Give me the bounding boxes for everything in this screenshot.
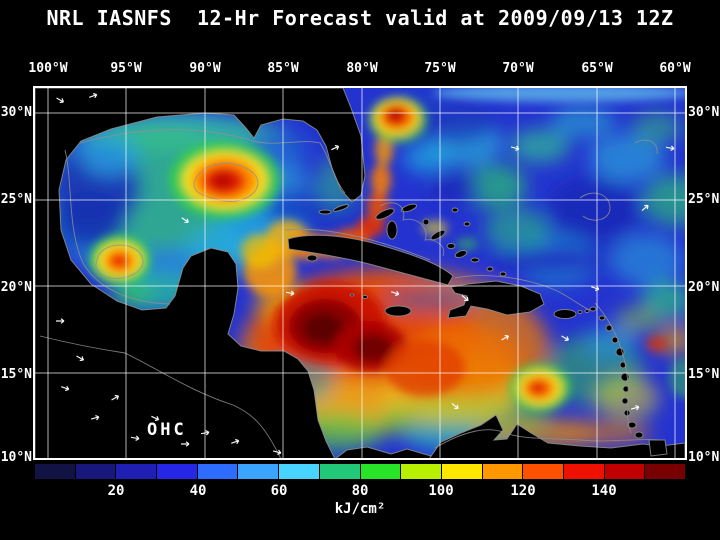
land-cuba	[287, 234, 454, 286]
land-florida-keys	[332, 204, 350, 212]
heat-field-broad	[40, 90, 685, 453]
colorbar-segment	[157, 464, 197, 479]
land-jamaica	[384, 305, 412, 317]
lon-label-65w: 65°W	[581, 61, 613, 76]
land-hispaniola	[447, 280, 545, 319]
lat-label-left-10n: 10°N	[0, 450, 32, 465]
lat-label-left-15n: 15°N	[0, 367, 32, 382]
lon-label-60w: 60°W	[659, 61, 691, 76]
lat-label-left-25n: 25°N	[0, 192, 32, 207]
land-trinidad	[648, 439, 668, 457]
colorbar	[35, 464, 685, 479]
lon-label-75w: 75°W	[424, 61, 456, 76]
colorbar-tick-100: 100	[428, 483, 454, 499]
land-isla-juventud	[306, 254, 318, 262]
lat-label-right-25n: 25°N	[688, 192, 720, 207]
lon-label-80w: 80°W	[346, 61, 378, 76]
lon-label-70w: 70°W	[502, 61, 534, 76]
lon-label-100w: 100°W	[28, 61, 68, 76]
colorbar-segment	[523, 464, 563, 479]
colorbar-segment	[401, 464, 441, 479]
land-florida-keys-2	[318, 209, 332, 215]
lat-label-right-20n: 20°N	[688, 280, 720, 295]
colorbar-segment	[482, 464, 523, 479]
lat-label-right-15n: 15°N	[688, 367, 720, 382]
colorbar-tick-60: 60	[270, 483, 288, 499]
graticule	[35, 88, 685, 458]
colorbar-tick-40: 40	[189, 483, 207, 499]
ohc-overlay-label: OHC	[147, 420, 187, 440]
colorbar-segment	[360, 464, 401, 479]
contour-lines	[39, 129, 661, 458]
lat-label-left-30n: 30°N	[0, 105, 32, 120]
land-lesser-antilles	[577, 306, 644, 439]
colorbar-tick-140: 140	[591, 483, 617, 499]
colorbar-segment	[441, 464, 482, 479]
lon-label-95w: 95°W	[110, 61, 142, 76]
lat-label-right-10n: 10°N	[688, 450, 720, 465]
land-puerto-rico	[553, 309, 577, 319]
colorbar-tick-120: 120	[510, 483, 536, 499]
map-plot-area: OHC	[33, 86, 687, 460]
lon-label-90w: 90°W	[189, 61, 221, 76]
colorbar-segment	[319, 464, 360, 479]
colorbar-segment	[238, 464, 279, 479]
ocean-heat-content-map: OHC	[35, 88, 685, 458]
colorbar-segment	[75, 464, 116, 479]
colorbar-tick-20: 20	[107, 483, 125, 499]
colorbar-segment	[279, 464, 319, 479]
lat-label-left-20n: 20°N	[0, 280, 32, 295]
colorbar-segment	[563, 464, 604, 479]
colorbar-units-label: kJ/cm²	[334, 501, 386, 517]
page-title: NRL IASNFS 12-Hr Forecast valid at 2009/…	[46, 6, 674, 30]
current-arrows	[56, 92, 675, 456]
lon-label-85w: 85°W	[267, 61, 299, 76]
land-panama	[335, 446, 445, 458]
colorbar-segment	[116, 464, 157, 479]
colorbar-segment	[604, 464, 645, 479]
colorbar-tick-80: 80	[351, 483, 369, 499]
colorbar-segment	[645, 464, 685, 479]
lat-label-right-30n: 30°N	[688, 105, 720, 120]
colorbar-segment	[197, 464, 238, 479]
land-bahamas	[375, 203, 507, 277]
land-cayman-islands	[349, 293, 368, 299]
colorbar-segment	[35, 464, 75, 479]
